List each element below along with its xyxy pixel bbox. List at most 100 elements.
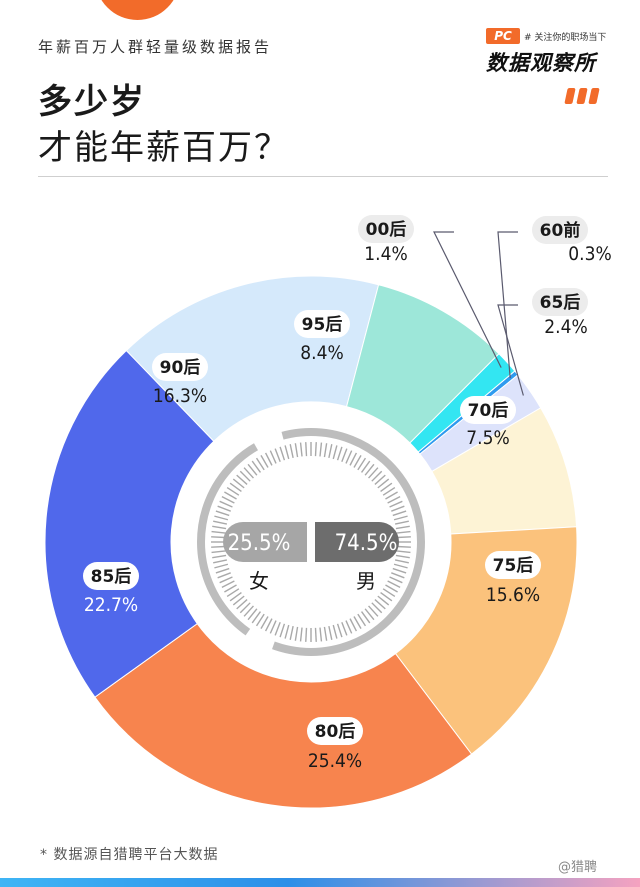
dial-tick — [389, 576, 403, 584]
dial-tick — [349, 618, 358, 632]
dial-tick — [345, 450, 353, 464]
category-pill-90后 — [152, 353, 208, 381]
dial-tick — [224, 491, 237, 500]
female-label: 女 — [249, 569, 269, 593]
leader-line-00后 — [433, 231, 502, 368]
dial-tick — [385, 584, 398, 593]
dial-tick — [345, 620, 353, 634]
dial-tick — [389, 500, 403, 508]
dial-tick — [368, 467, 379, 479]
male-share-pill — [315, 522, 399, 562]
dial-tick — [269, 450, 277, 464]
category-pill-65后 — [532, 288, 588, 316]
dial-tick — [243, 605, 254, 617]
page-title-line2: 才能年薪百万？ — [38, 128, 290, 168]
dial-tick — [213, 559, 228, 564]
value-label: 22.7% — [84, 594, 138, 616]
dial-tick — [385, 491, 398, 500]
dial-tick — [294, 443, 299, 458]
dial-tick — [341, 448, 348, 462]
brand-block: PC # 关注你的职场当下 数据观察所 — [486, 28, 616, 88]
dial-tick — [332, 445, 338, 460]
dial-tick — [211, 550, 226, 554]
dial-tick — [314, 442, 317, 457]
outer-dial-ring — [197, 428, 425, 656]
dial-tick — [368, 605, 379, 617]
dial-tick — [247, 608, 258, 621]
dial-tick — [371, 602, 383, 614]
dial-tick — [392, 510, 407, 517]
inner-disc — [233, 464, 389, 620]
dial-tick — [224, 584, 237, 593]
male-label: 男 — [356, 569, 376, 593]
dial-tick — [395, 525, 410, 530]
category-label: 95后 — [302, 315, 343, 335]
dial-tick — [279, 446, 286, 461]
dial-tick — [380, 482, 393, 493]
dial-tick — [357, 613, 367, 627]
dial-tick — [239, 470, 251, 482]
dial-tick — [211, 530, 226, 534]
dial-tick — [269, 620, 277, 634]
dial-tick — [247, 463, 258, 476]
data-source-note: * 数据源自猎聘平台大数据 — [40, 847, 219, 863]
dial-tick — [360, 611, 371, 624]
dial-tick — [332, 624, 338, 639]
slice-85后 — [44, 349, 215, 698]
dial-tick — [319, 627, 323, 642]
dial-tick — [213, 520, 228, 525]
page-title: 多少岁 — [38, 82, 146, 122]
category-pill-70后 — [460, 396, 516, 424]
dial-tick — [260, 455, 269, 468]
dial-tick — [214, 563, 229, 569]
dial-tick — [226, 588, 240, 598]
category-pill-80后 — [307, 717, 363, 745]
category-pill-60前 — [532, 216, 588, 244]
gender-center-dial: 25.5% 74.5% 女 男 — [188, 419, 434, 665]
dial-tick — [396, 536, 411, 539]
dial-tick — [394, 520, 409, 525]
dial-tick — [219, 576, 233, 584]
brand-logo-icon: PC — [486, 28, 520, 44]
dial-tick — [305, 442, 308, 457]
dial-tick — [236, 599, 248, 610]
dial-tick — [393, 515, 408, 521]
dial-tick — [305, 627, 308, 642]
dial-tick — [232, 595, 245, 606]
value-label: 25.4% — [308, 750, 362, 772]
dial-tick — [289, 444, 294, 459]
dial-tick — [284, 445, 290, 460]
slice-75后 — [394, 526, 578, 755]
dial-tick — [215, 567, 230, 574]
category-label: 75后 — [493, 556, 534, 576]
dial-tick — [251, 611, 262, 624]
female-share-value: 25.5% — [228, 531, 291, 556]
dial-tick — [377, 478, 390, 489]
leader-lines — [433, 231, 524, 396]
dial-tick — [353, 616, 362, 629]
dial-tick — [374, 599, 386, 610]
dial-tick — [279, 623, 286, 638]
dial-tick — [357, 457, 367, 471]
dial-tick — [226, 486, 240, 496]
dial-gap — [245, 627, 276, 651]
category-pill-95后 — [294, 310, 350, 338]
dial-tick — [387, 580, 401, 589]
dial-tick — [217, 505, 231, 512]
value-label: 8.4% — [300, 342, 343, 364]
category-label: 85后 — [91, 567, 132, 587]
dial-tick — [255, 457, 265, 471]
category-label: 70后 — [468, 401, 509, 421]
dial-tick — [299, 442, 303, 457]
dial-tick — [349, 452, 358, 466]
dial-tick — [264, 618, 273, 632]
dial-tick — [236, 474, 248, 485]
category-pill-75后 — [485, 551, 541, 579]
dial-tick — [396, 530, 411, 534]
dial-tick — [232, 478, 245, 489]
dial-tick — [239, 602, 251, 614]
value-label: 15.6% — [486, 584, 540, 606]
dial-tick — [374, 474, 386, 485]
